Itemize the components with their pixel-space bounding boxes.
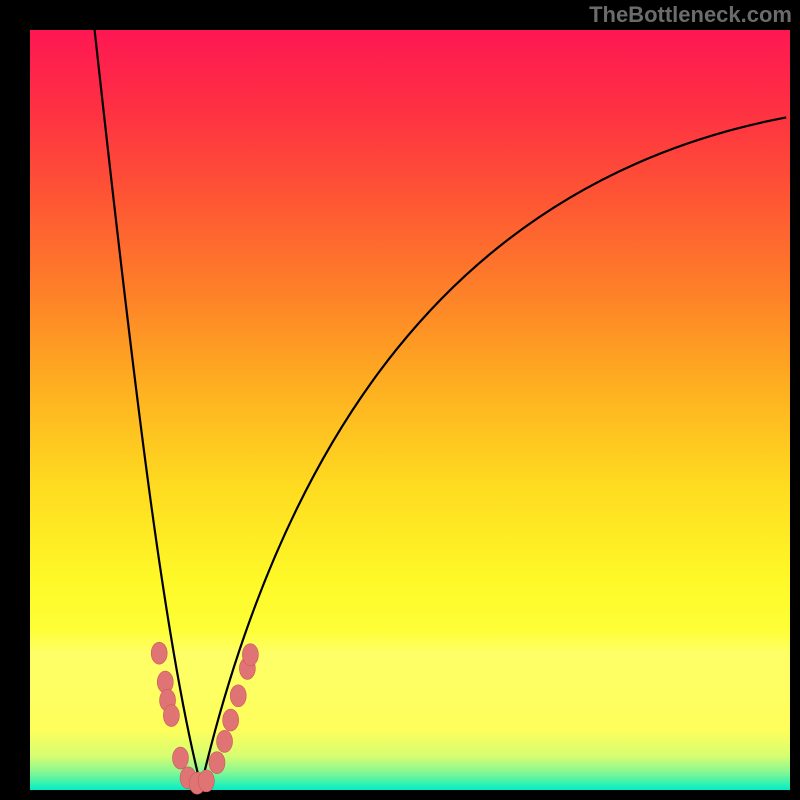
frame-left	[0, 0, 30, 800]
chart-svg	[0, 0, 800, 800]
marker-dot	[151, 642, 167, 664]
marker-dot	[172, 747, 188, 769]
frame-bottom	[0, 790, 800, 800]
frame-right	[790, 0, 800, 800]
marker-dot	[217, 730, 233, 752]
plot-background	[30, 30, 790, 790]
marker-dot	[223, 709, 239, 731]
bottleneck-chart: TheBottleneck.com	[0, 0, 800, 800]
marker-dot	[242, 644, 258, 666]
marker-dot	[230, 685, 246, 707]
marker-dot	[198, 770, 214, 792]
marker-dot	[209, 752, 225, 774]
marker-dot	[163, 705, 179, 727]
watermark-text: TheBottleneck.com	[589, 2, 792, 28]
